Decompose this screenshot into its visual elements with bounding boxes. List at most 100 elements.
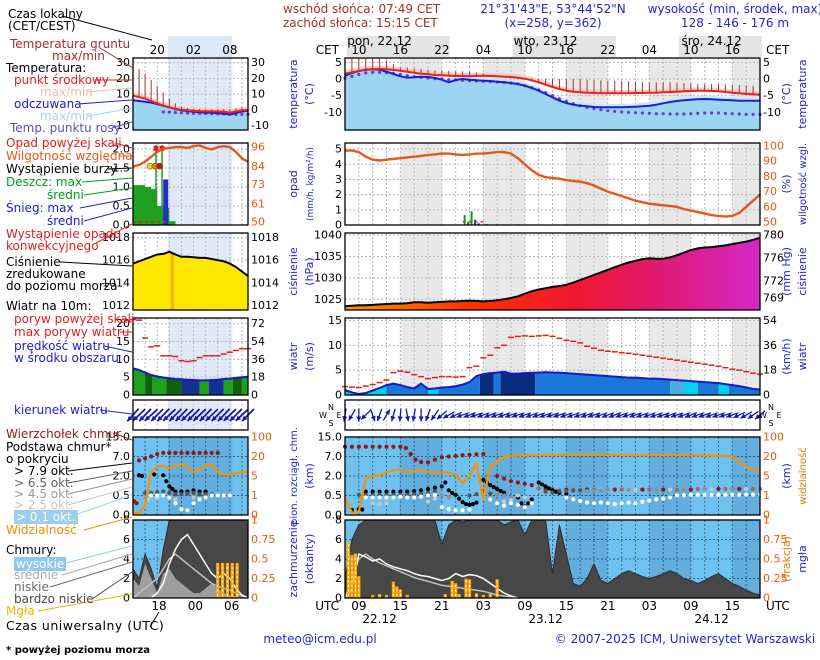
- svg-text:15: 15: [116, 335, 130, 348]
- svg-text:100: 100: [251, 431, 272, 444]
- svg-text:60: 60: [763, 200, 777, 213]
- svg-text:03: 03: [642, 599, 657, 613]
- panel-cover-mini: 8 6 4 2 0 1 0.75 0.5 0.25 0: [123, 514, 276, 605]
- svg-text:10: 10: [116, 88, 130, 101]
- svg-text:16: 16: [393, 43, 408, 57]
- svg-text:E: E: [336, 411, 341, 420]
- svg-text:(m/s): (m/s): [303, 342, 316, 371]
- svg-text:0.25: 0.25: [763, 572, 788, 585]
- svg-text:(km): (km): [303, 463, 316, 489]
- svg-text:5: 5: [123, 371, 130, 384]
- legend-snieg-sredni: średni: [47, 214, 84, 228]
- svg-text:1: 1: [335, 203, 342, 216]
- legend-cisnienie-l3: do poziomu morza: [6, 279, 118, 293]
- svg-text:-5: -5: [763, 89, 774, 102]
- svg-text:5: 5: [335, 56, 342, 69]
- svg-text:7.0: 7.0: [325, 450, 343, 463]
- svg-text:0: 0: [123, 103, 130, 116]
- svg-text:54: 54: [251, 335, 265, 348]
- svg-text:22: 22: [600, 43, 615, 57]
- coordinates: 21°31'43"E, 53°44'52"N: [480, 2, 626, 16]
- svg-text:15: 15: [393, 599, 408, 613]
- svg-text:15.0: 15.0: [106, 431, 131, 444]
- svg-text:61: 61: [251, 197, 265, 210]
- svg-text:pon, 22.12: pon, 22.12: [347, 34, 412, 48]
- svg-text:ciśnienie: ciśnienie: [796, 247, 809, 296]
- svg-text:10: 10: [351, 43, 366, 57]
- svg-text:15: 15: [328, 314, 342, 327]
- legend-czas-lokalny: Czas lokalny: [8, 7, 83, 21]
- svg-text:1040: 1040: [314, 229, 342, 242]
- svg-text:30: 30: [251, 56, 265, 69]
- svg-text:06: 06: [224, 599, 239, 613]
- svg-text:84: 84: [251, 160, 265, 173]
- legend-snieg-max: Śnieg: max: [6, 201, 74, 215]
- svg-text:03: 03: [476, 599, 491, 613]
- svg-text:2: 2: [335, 188, 342, 201]
- legend-max-porywy: max porywy wiatru: [14, 325, 130, 339]
- svg-text:pion. rozciągł. chm.: pion. rozciągł. chm.: [289, 427, 300, 525]
- svg-text:09: 09: [517, 599, 532, 613]
- svg-text:22: 22: [434, 43, 449, 57]
- svg-text:-10: -10: [763, 106, 781, 119]
- email-link[interactable]: meteo@icm.edu.pl: [263, 632, 377, 646]
- svg-text:776: 776: [763, 252, 784, 265]
- svg-text:2.0: 2.0: [325, 470, 343, 483]
- svg-text:02: 02: [186, 43, 201, 57]
- svg-text:8: 8: [123, 514, 130, 527]
- svg-text:0: 0: [335, 73, 342, 86]
- svg-text:2: 2: [335, 572, 342, 585]
- svg-text:ciśnienie: ciśnienie: [287, 247, 300, 296]
- svg-text:54: 54: [763, 314, 777, 327]
- legend-burza: Wystąpienie burzy: [6, 162, 118, 176]
- svg-text:W: W: [319, 411, 327, 420]
- svg-text:2.0: 2.0: [113, 470, 131, 483]
- legend-deszcz-sredni: średni: [47, 188, 84, 202]
- svg-text:0: 0: [123, 389, 130, 402]
- svg-text:4: 4: [335, 553, 342, 566]
- svg-text:temperatura: temperatura: [287, 59, 300, 128]
- svg-text:772: 772: [763, 274, 784, 287]
- svg-text:15.0: 15.0: [318, 431, 343, 444]
- svg-text:1016: 1016: [102, 254, 130, 267]
- svg-text:90: 90: [763, 155, 777, 168]
- altitude-values: 128 - 146 - 176 m: [680, 16, 790, 30]
- svg-text:10: 10: [328, 339, 342, 352]
- legend-chm-niskie: niskie: [14, 580, 49, 594]
- legend-punkt-rosy: Temp. punktu rosy: [10, 121, 121, 135]
- legend-leader-lines: [37, 15, 160, 628]
- svg-text:wiatr: wiatr: [287, 342, 300, 370]
- svg-text:80: 80: [763, 170, 777, 183]
- panel-direction-main: [342, 399, 766, 431]
- svg-text:1: 1: [251, 514, 258, 527]
- svg-text:0.5: 0.5: [325, 489, 343, 502]
- svg-text:0: 0: [251, 103, 258, 116]
- svg-text:1.0: 1.0: [113, 181, 131, 194]
- svg-text:0: 0: [335, 592, 342, 605]
- legend-okt-65: > 6.5 okt.: [14, 476, 74, 490]
- svg-text:0.75: 0.75: [251, 533, 276, 546]
- svg-text:50: 50: [763, 215, 777, 228]
- svg-text:0.5: 0.5: [113, 489, 131, 502]
- svg-text:0: 0: [763, 592, 770, 605]
- svg-text:36: 36: [763, 339, 777, 352]
- svg-text:1014: 1014: [102, 276, 130, 289]
- svg-text:18: 18: [151, 599, 166, 613]
- legend-odcz-maxmin: max/min: [40, 109, 93, 123]
- panel-precip-main: 5 4 3 2 1 0 100 90 80 70 60 50: [335, 140, 784, 232]
- svg-text:5: 5: [763, 470, 770, 483]
- svg-text:(km): (km): [780, 463, 793, 489]
- svg-text:1: 1: [763, 514, 770, 527]
- svg-text:15: 15: [725, 599, 740, 613]
- svg-text:zachmurzenie: zachmurzenie: [287, 520, 300, 597]
- svg-text:1012: 1012: [102, 299, 130, 312]
- svg-text:0: 0: [335, 219, 342, 232]
- svg-text:(frakcja): (frakcja): [780, 536, 793, 582]
- svg-text:20: 20: [763, 450, 777, 463]
- svg-text:5: 5: [335, 143, 342, 156]
- legend-cisnienie-l2: zredukowane: [6, 267, 86, 281]
- svg-text:1: 1: [763, 489, 770, 502]
- legend-podstawa-2: o pokryciu: [6, 452, 69, 466]
